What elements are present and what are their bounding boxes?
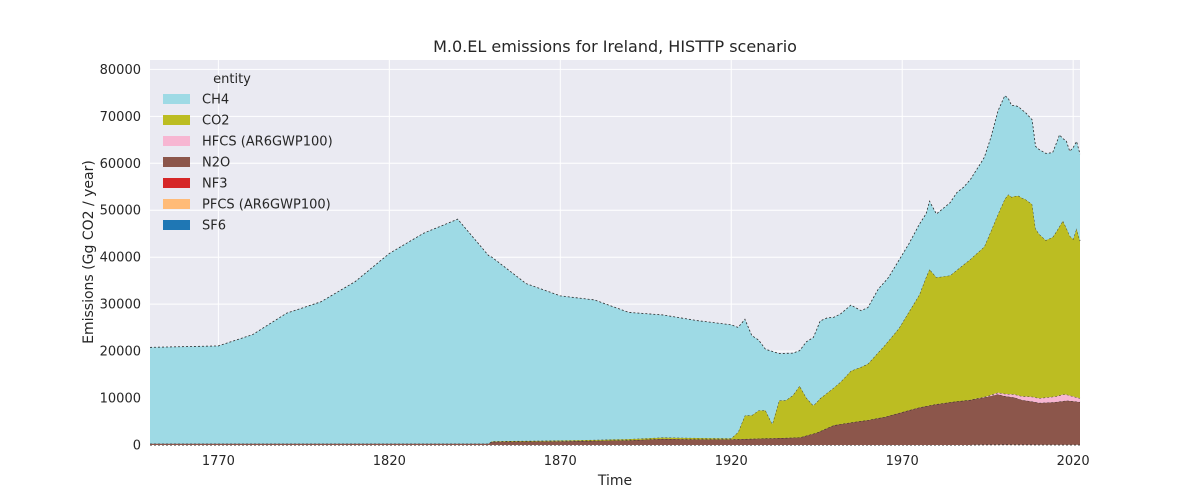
y-tick-label: 50000 <box>100 204 141 219</box>
area-ch4 <box>150 95 1080 444</box>
legend-label-pfcs-ar6gwp100: PFCS (AR6GWP100) <box>202 198 331 213</box>
legend-swatch-hfcs-ar6gwp100 <box>163 136 190 146</box>
area-co2 <box>150 194 1080 444</box>
x-axis-ticks: 1770 1820 1870 1920 1970 2020 <box>202 454 1090 469</box>
legend-label-hfcs-ar6gwp100: HFCS (AR6GWP100) <box>202 135 333 150</box>
stacked-areas <box>149 95 1081 446</box>
legend-swatch-pfcs-ar6gwp100 <box>163 199 190 209</box>
x-tick-label: 1820 <box>373 454 406 469</box>
y-axis-ticks: 0 10000 20000 30000 40000 50000 60000 70000 8000… <box>100 63 141 454</box>
x-tick-label: 1770 <box>202 454 235 469</box>
legend-label-nf3: NF3 <box>202 177 227 192</box>
x-axis-label: Time <box>597 473 632 489</box>
x-tick-label: 1920 <box>715 454 748 469</box>
x-tick-label: 1870 <box>544 454 577 469</box>
legend-swatch-nf3 <box>163 178 190 188</box>
y-tick-label: 40000 <box>100 251 141 266</box>
y-tick-label: 20000 <box>100 345 141 360</box>
legend-swatch-n2o <box>163 157 190 167</box>
y-tick-label: 30000 <box>100 298 141 313</box>
legend: entity CH4 CO2 HFCS (AR6GWP100) N2O NF3 PFCS … <box>163 72 333 234</box>
area-outline-ch4 <box>149 95 1081 354</box>
area-n2o <box>150 394 1080 445</box>
y-axis-label: Emissions (Gg CO2 / year) <box>81 160 97 344</box>
chart-title: M.0.EL emissions for Ireland, HISTTP sce… <box>433 37 797 56</box>
y-tick-label: 60000 <box>100 157 141 172</box>
y-tick-label: 70000 <box>100 110 141 125</box>
y-tick-label: 10000 <box>100 392 141 407</box>
legend-label-n2o: N2O <box>202 156 230 171</box>
legend-title: entity <box>213 72 251 87</box>
legend-label-co2: CO2 <box>202 114 230 129</box>
legend-label-ch4: CH4 <box>202 93 229 108</box>
x-tick-label: 2020 <box>1057 454 1090 469</box>
y-tick-label: 80000 <box>100 63 141 78</box>
legend-swatch-co2 <box>163 115 190 125</box>
x-tick-label: 1970 <box>886 454 919 469</box>
y-tick-label: 0 <box>133 439 141 454</box>
legend-swatch-ch4 <box>163 94 190 104</box>
legend-label-sf6: SF6 <box>202 219 226 234</box>
legend-swatch-sf6 <box>163 220 190 230</box>
